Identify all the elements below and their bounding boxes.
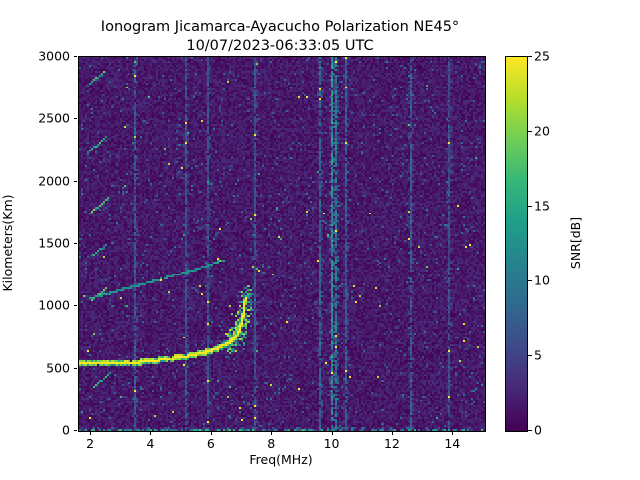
x-tick-label: 10: [323, 436, 340, 451]
colorbar-tick-mark: [528, 430, 532, 431]
x-tick-mark: [452, 431, 454, 435]
colorbar-tick-label: 0: [534, 422, 542, 438]
colorbar-tick-label: 5: [534, 347, 542, 363]
ionogram-axes: [78, 56, 486, 432]
x-tick-mark: [90, 431, 92, 435]
x-tick-mark: [210, 431, 212, 435]
x-tick-mark: [391, 431, 393, 435]
colorbar-gradient: [506, 57, 527, 431]
colorbar-tick-label: 15: [534, 198, 550, 214]
colorbar-tick-label: 25: [534, 48, 550, 64]
ionogram-heatmap: [79, 57, 485, 431]
x-tick-label: 8: [267, 436, 276, 451]
x-tick-mark: [150, 431, 152, 435]
colorbar-tick-mark: [528, 56, 532, 57]
y-tick-mark: [73, 305, 77, 307]
y-tick-label: 500: [46, 360, 70, 376]
x-tick-label: 4: [146, 436, 155, 451]
x-axis-label: Freq(MHz): [249, 452, 313, 467]
y-tick-mark: [73, 243, 77, 244]
y-tick-mark: [73, 430, 77, 431]
x-tick-label: 6: [206, 436, 215, 451]
x-tick-label: 12: [383, 436, 400, 451]
x-tick-label: 2: [86, 436, 95, 451]
colorbar-label-text: SNR[dB]: [568, 216, 583, 270]
colorbar-tick-mark: [528, 205, 532, 207]
y-tick-mark: [73, 367, 77, 369]
y-tick-mark: [73, 56, 77, 57]
colorbar: [505, 56, 528, 432]
colorbar-tick-mark: [528, 280, 532, 282]
colorbar-tick-mark: [528, 355, 532, 357]
y-tick-label: 2000: [38, 173, 70, 189]
x-tick-label: 14: [444, 436, 461, 451]
figure-title: Ionogram Jicamarca-Ayacucho Polarization…: [0, 18, 560, 56]
y-tick-mark: [73, 118, 77, 120]
x-tick-mark: [271, 431, 273, 435]
y-tick-label: 2500: [38, 110, 70, 126]
y-tick-label: 1500: [38, 235, 70, 251]
colorbar-tick-mark: [528, 130, 532, 132]
y-tick-label: 0: [62, 422, 70, 438]
y-axis-label-text: Kilometers(Km): [0, 194, 15, 292]
title-line-1: Ionogram Jicamarca-Ayacucho Polarization…: [100, 19, 460, 35]
y-tick-mark: [73, 180, 77, 182]
y-tick-label: 1000: [38, 297, 70, 313]
title-line-2: 10/07/2023-06:33:05 UTC: [186, 38, 374, 54]
y-tick-label: 3000: [38, 48, 70, 64]
x-tick-mark: [331, 431, 333, 435]
colorbar-tick-label: 10: [534, 272, 550, 288]
colorbar-tick-label: 20: [534, 123, 550, 139]
